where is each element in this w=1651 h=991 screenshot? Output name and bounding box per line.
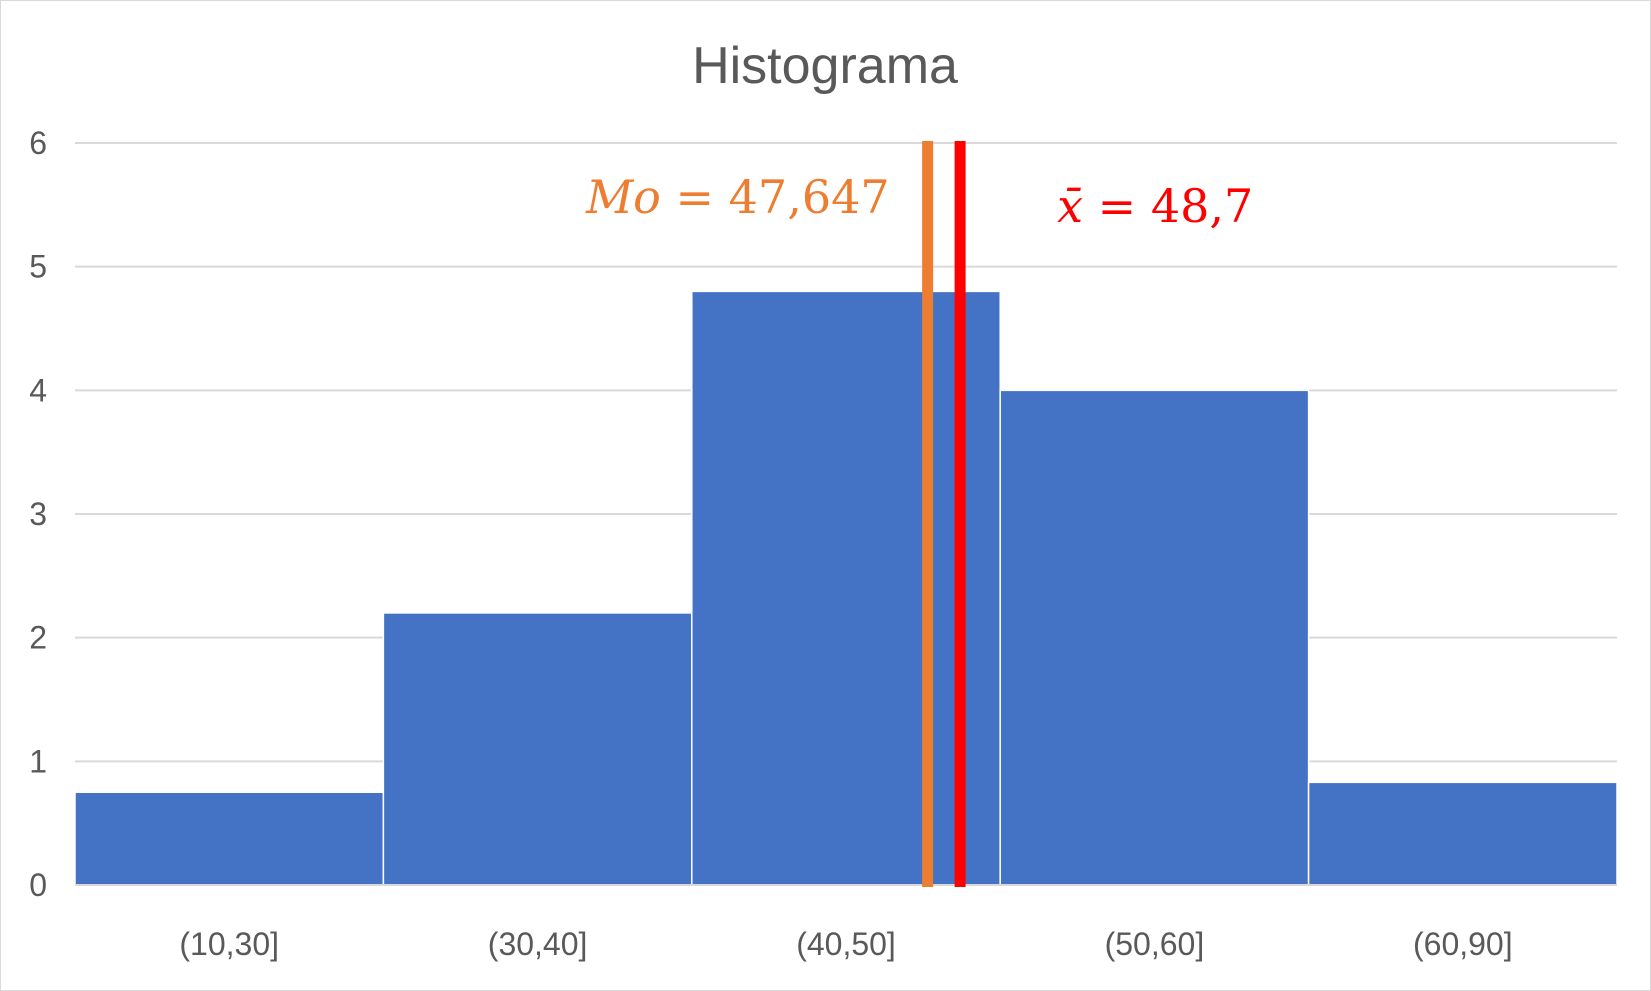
bars (74, 290, 1618, 886)
mean-label: x̄ = 48,7 (1057, 179, 1253, 233)
histogram-bar (382, 612, 693, 886)
y-tick-label: 3 (29, 496, 47, 532)
y-tick-label: 6 (29, 125, 47, 161)
annotations: Mo = 47,647 x̄ = 48,7 (585, 141, 1253, 887)
x-tick-label: (10,30] (179, 926, 279, 962)
x-tick-label: (30,40] (488, 926, 588, 962)
x-tick-label: (60,90] (1413, 926, 1513, 962)
x-tick-label: (40,50] (796, 926, 896, 962)
histogram-bar (1307, 781, 1618, 886)
histogram-bar (999, 389, 1310, 886)
chart-title: Histograma (692, 37, 958, 95)
mean-label-variable: x̄ (1057, 179, 1083, 233)
axes: 0 1 2 3 4 5 6 (10,30] (30,40] (40,50] (50,60] (60,9… (29, 125, 1617, 962)
y-tick-label: 0 (29, 867, 47, 903)
mean-label-value: = 48,7 (1083, 179, 1253, 233)
mode-label-variable: Mo (585, 170, 661, 224)
y-tick-label: 5 (29, 249, 47, 285)
histogram-bar (74, 791, 385, 886)
mode-label: Mo = 47,647 (585, 170, 890, 224)
y-tick-label: 2 (29, 620, 47, 656)
y-tick-label: 1 (29, 743, 47, 779)
histogram-bar (691, 290, 1001, 886)
y-tick-label: 4 (29, 372, 47, 408)
x-tick-label: (50,60] (1105, 926, 1205, 962)
mode-label-value: = 47,647 (661, 170, 890, 224)
